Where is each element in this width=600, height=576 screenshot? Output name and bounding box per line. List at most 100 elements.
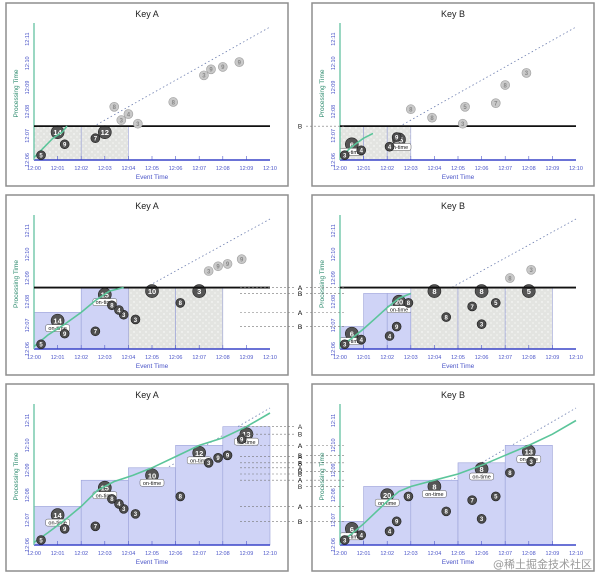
- chart-title: Key A: [135, 9, 159, 19]
- data-point-label: 4: [388, 334, 392, 340]
- x-tick-label: 12:07: [498, 166, 512, 172]
- data-point: [526, 456, 536, 467]
- window-sum-label: 14: [53, 317, 62, 326]
- data-point: [130, 314, 141, 325]
- y-tick-label: 12:06: [331, 342, 337, 356]
- data-point-label: 9: [221, 65, 225, 71]
- x-tick-label: 12:03: [98, 166, 112, 172]
- data-point: [130, 509, 141, 519]
- marker-label: B: [298, 324, 302, 331]
- marker-label: A: [298, 443, 303, 450]
- x-tick-label: 12:03: [98, 355, 112, 361]
- x-tick-label: 12:05: [145, 166, 159, 172]
- watermark-curve: [33, 286, 124, 348]
- x-tick-label: 12:01: [51, 355, 65, 361]
- y-tick-label: 12:08: [25, 488, 31, 502]
- chart-panel-6: Key B6on-time20on-time8on-time8on-time13…: [298, 383, 595, 572]
- data-point-label: 8: [409, 108, 413, 114]
- data-point: [59, 328, 70, 339]
- data-point: [521, 68, 532, 78]
- data-point-label: 4: [127, 112, 131, 118]
- window-sum-label: 12: [101, 128, 109, 137]
- y-tick-label: 12:07: [331, 129, 337, 143]
- y-tick-label: 12:08: [331, 295, 337, 309]
- x-tick-label: 12:10: [569, 551, 583, 557]
- on-time-label: on-time: [343, 534, 361, 540]
- x-axis-label: Event Time: [442, 559, 475, 566]
- y-tick-label: 12:11: [25, 414, 31, 427]
- data-point: [114, 305, 124, 315]
- data-point: [222, 450, 233, 461]
- data-point: [168, 97, 179, 107]
- x-tick-label: 12:00: [333, 166, 347, 172]
- x-tick-label: 12:00: [333, 551, 347, 557]
- data-point-label: 4: [117, 308, 121, 314]
- data-point-label: 7: [94, 330, 98, 336]
- window-sum-label: 8: [480, 287, 484, 296]
- data-point-label: 7: [470, 498, 474, 504]
- data-point: [356, 145, 367, 156]
- window-sum-label: 6: [350, 140, 354, 149]
- y-axis-label: Processing Time: [319, 452, 326, 500]
- data-point: [526, 265, 536, 275]
- data-point: [384, 141, 395, 152]
- data-point: [175, 298, 186, 308]
- chart-title: Key B: [441, 201, 465, 211]
- data-point: [467, 301, 477, 312]
- marker-label: B: [298, 291, 302, 298]
- data-point-label: 8: [179, 495, 183, 501]
- window-sum-label: 8: [432, 482, 436, 491]
- x-tick-label: 12:09: [546, 355, 560, 361]
- on-time-label: on-time: [190, 458, 208, 464]
- data-point: [59, 524, 70, 534]
- marker-label: A: [298, 478, 303, 485]
- data-point: [339, 339, 350, 350]
- chart-panel-5: Key A14on-time15on-time10on-time12on-tim…: [5, 383, 303, 572]
- data-point: [403, 491, 414, 502]
- data-point-label: 8: [407, 301, 411, 307]
- data-point: [107, 300, 117, 311]
- x-tick-label: 12:02: [74, 355, 88, 361]
- window-sum-label: 10: [148, 287, 156, 296]
- x-tick-label: 12:09: [240, 166, 254, 172]
- y-tick-label: 12:08: [25, 295, 31, 309]
- window-sum-label: 20: [383, 491, 391, 500]
- chart-panel-1: Key A 14 12 12:00 12:01 12:02 12:03 12:04 12:05 1…: [5, 2, 289, 187]
- x-tick-label: 12:05: [145, 551, 159, 557]
- data-point-label: 3: [461, 122, 465, 128]
- x-tick-label: 12:07: [498, 355, 512, 361]
- x-tick-label: 12:10: [569, 355, 583, 361]
- x-axis-label: Event Time: [442, 174, 475, 181]
- data-point-label: 8: [508, 471, 512, 477]
- y-tick-label: 12:11: [25, 224, 31, 237]
- data-point-label: 4: [117, 502, 121, 508]
- x-tick-label: 12:03: [404, 551, 418, 557]
- on-time-badge: [422, 490, 447, 498]
- data-point: [222, 259, 233, 269]
- data-point: [405, 104, 416, 115]
- data-point-label: 8: [508, 276, 512, 282]
- data-point-label: 8: [445, 315, 449, 321]
- data-point-label: 3: [480, 322, 484, 328]
- window-sum-label: 13: [525, 448, 533, 457]
- y-axis-label: Processing Time: [319, 260, 326, 308]
- window-sum-label: 15: [101, 484, 109, 493]
- data-point-label: 9: [209, 68, 213, 74]
- on-time-label: on-time: [390, 307, 408, 313]
- data-point: [36, 535, 46, 545]
- x-tick-label: 12:00: [27, 551, 41, 557]
- data-point-label: 3: [136, 122, 140, 128]
- data-point-label: 5: [494, 301, 498, 307]
- marker-label: A: [298, 285, 303, 292]
- y-tick-label: 12:07: [25, 129, 31, 143]
- x-axis-label: Event Time: [136, 363, 169, 370]
- data-point-label: 7: [470, 305, 474, 311]
- data-point-label: 5: [494, 495, 498, 501]
- data-point: [90, 326, 101, 337]
- y-axis-label: Processing Time: [13, 452, 20, 500]
- data-point-label: 8: [110, 497, 114, 503]
- data-point-label: 9: [63, 332, 67, 338]
